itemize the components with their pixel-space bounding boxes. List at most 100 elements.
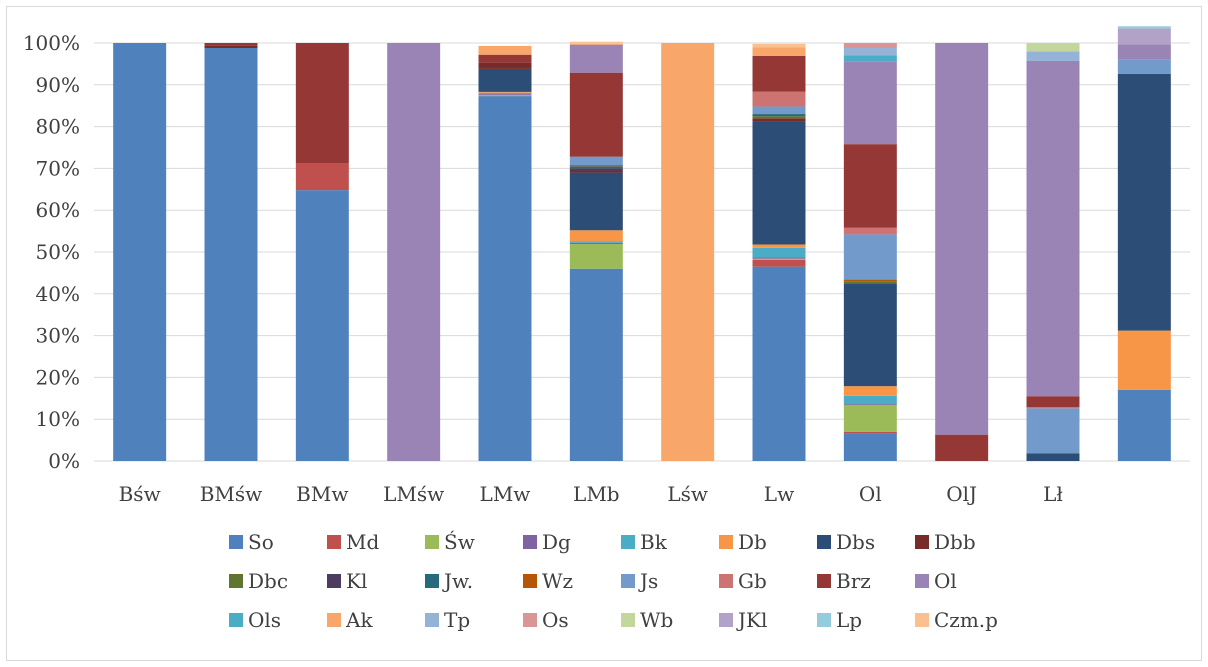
bar-segment-ak (478, 45, 532, 55)
bar-segment-ol (387, 43, 441, 461)
legend-label: Js (638, 569, 658, 593)
bar-segment-ak (569, 43, 623, 45)
bar-segment-bk (752, 247, 806, 258)
bar-segment-jw- (752, 114, 806, 117)
stacked-bar-chart: 0% 10% 20% 30% 40% 50% 60% 70% 80% 90% 100% Bśw BMś… (23, 26, 1190, 632)
legend-label: Kl (346, 569, 367, 593)
y-tick-label: 60% (36, 198, 80, 222)
chart-frame: 0% 10% 20% 30% 40% 50% 60% 70% 80% 90% 100% Bśw BMś… (6, 6, 1202, 661)
bar-segment-bk (843, 395, 897, 405)
bar-segment-brz (935, 434, 989, 461)
legend-swatch (425, 613, 439, 627)
x-tick-label: Bśw (119, 482, 161, 506)
legend-swatch (229, 613, 243, 627)
legend-label: Gb (738, 569, 767, 593)
legend-swatch (817, 574, 831, 588)
bar-segment-brz (204, 43, 258, 46)
bar-segment-brz (569, 72, 623, 157)
bar-segment-dbc (752, 116, 806, 119)
bar-segment-so (1117, 389, 1171, 461)
bar-segment-dg (478, 93, 532, 95)
bar-segment-czm-p (752, 43, 806, 48)
bar-segment-brz (843, 144, 897, 228)
legend-label: Db (738, 530, 767, 554)
bar-segment-so (204, 48, 258, 462)
legend-label: Tp (444, 608, 470, 632)
legend-swatch (425, 574, 439, 588)
bar-segment-gb (752, 91, 806, 107)
y-tick-label: 40% (36, 282, 80, 306)
bar-segment-wb (1026, 43, 1080, 52)
bar-segment-ol (1117, 44, 1171, 60)
bar-segment-czm-p (569, 41, 623, 44)
bar-segment-js (1026, 408, 1080, 454)
legend-swatch (719, 574, 733, 588)
bar-segment-dg (569, 242, 623, 245)
bar-segment-dbb (752, 118, 806, 122)
legend-swatch (425, 535, 439, 549)
bar-segment-dbs (843, 283, 897, 387)
bar-segment-db (569, 230, 623, 242)
bar-segment-ols (843, 55, 897, 62)
legend-swatch (621, 613, 635, 627)
legend-label: Dg (542, 530, 571, 554)
legend-swatch (817, 613, 831, 627)
bar-segment-wz (569, 165, 623, 167)
bar-segment-tp (1026, 51, 1080, 61)
bar-segment-so (113, 43, 167, 461)
bar-segment-db (752, 244, 806, 248)
legend-label: Os (542, 608, 569, 632)
y-tick-label: 100% (23, 31, 80, 55)
bar-segment-so (843, 433, 897, 461)
legend-swatch (523, 574, 537, 588)
bar-segment-js (752, 106, 806, 115)
bar-segment-db (478, 91, 532, 93)
x-tick-label: Lw (764, 482, 794, 506)
legend-swatch (719, 613, 733, 627)
legend-label: Wz (542, 569, 573, 593)
gridlines (94, 42, 1190, 462)
y-tick-label: 10% (36, 407, 80, 431)
bar-segment-dbs (1026, 453, 1080, 461)
bar-segment-brz (752, 55, 806, 92)
bar-segment-dg (752, 257, 806, 259)
legend-label: JKl (736, 608, 767, 632)
legend-swatch (817, 535, 831, 549)
bar-segment-lp (1117, 26, 1171, 29)
legend-swatch (719, 535, 733, 549)
bar-segment-md (752, 259, 806, 267)
y-tick-label: 70% (36, 156, 80, 180)
bar-segment--w (478, 94, 532, 97)
legend-swatch (523, 535, 537, 549)
legend-label: Ak (345, 608, 373, 632)
y-axis: 0% 10% 20% 30% 40% 50% 60% 70% 80% 90% 100% (23, 31, 80, 473)
legend-label: Czm.p (934, 608, 998, 632)
legend-swatch (915, 574, 929, 588)
legend-swatch (915, 535, 929, 549)
bar-segment-bk (478, 92, 532, 94)
bar-segment--w (569, 244, 623, 269)
legend-swatch (915, 613, 929, 627)
legend-label: Ols (248, 608, 281, 632)
bar-segment-ak (661, 43, 715, 461)
bar-segment-gb (1026, 407, 1080, 409)
x-tick-label: Lśw (667, 482, 708, 506)
bar-segment-dbs (478, 68, 532, 92)
legend: So Md Św Dg Bk Db Dbs Dbb Dbc Kl Jw. Wz Js Gb Brz Ol Ols… (229, 529, 998, 632)
bar-segment-brz (1026, 396, 1080, 408)
x-tick-label: BMśw (200, 482, 263, 506)
legend-label: Lp (836, 608, 862, 632)
bar-segment-ol (569, 44, 623, 73)
bar-segment-brz (478, 54, 532, 63)
bar-segment-ak (752, 47, 806, 56)
bar-segment-dbb (569, 170, 623, 173)
legend-label: Jw. (442, 569, 473, 593)
bar-segment-md (843, 431, 897, 434)
legend-label: Ol (934, 569, 957, 593)
legend-label: Bk (640, 530, 668, 554)
bar-segment--w (752, 258, 806, 260)
legend-label: Dbb (934, 530, 976, 554)
legend-swatch (327, 613, 341, 627)
bars (113, 26, 1171, 462)
y-tick-label: 90% (36, 73, 80, 97)
